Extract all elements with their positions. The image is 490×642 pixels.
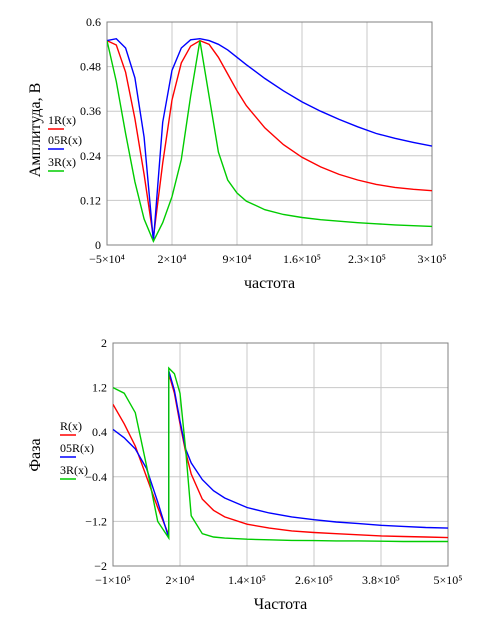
y-tick-label: −1.2 (85, 514, 107, 528)
y-tick-label: 0.12 (80, 193, 101, 207)
chart-2: −2 −1.2 −0.4 0.4 1.2 2 −1×10⁵ 2×10⁴ 1.4×10⁵ 2.6×1… (27, 336, 462, 613)
legend-label: 1R(x) (48, 113, 76, 127)
x-tick-label: 3×10⁵ (418, 252, 447, 266)
x-tick-label: 2×10⁴ (158, 252, 187, 266)
legend-label: R(x) (60, 419, 82, 433)
y-tick-label: 0.48 (80, 60, 101, 74)
x-tick-label: 2×10⁴ (166, 573, 195, 587)
x-axis-label: частота (244, 275, 295, 292)
y-tick-label: −0.4 (85, 470, 107, 484)
legend-label: 3R(x) (60, 463, 88, 477)
x-axis-label: Частота (254, 596, 307, 613)
y-tick-label: 0.24 (80, 149, 101, 163)
x-tick-label: 1.6×10⁵ (283, 252, 321, 266)
x-tick-label: 9×10⁴ (223, 252, 252, 266)
legend-label: 05R(x) (60, 441, 94, 455)
y-tick-label: 0.6 (86, 15, 101, 29)
plot-frame (106, 21, 433, 246)
y-axis-label: Фаза (27, 438, 44, 471)
x-tick-label: 2.3×10⁵ (348, 252, 386, 266)
legend-label: 05R(x) (48, 133, 82, 147)
series-line (107, 40, 432, 243)
legend-label: 3R(x) (48, 155, 76, 169)
x-tick-label: −1×10⁵ (95, 573, 131, 587)
series-line (107, 39, 432, 238)
x-tick-label: 2.6×10⁵ (295, 573, 333, 587)
y-tick-label: 0.36 (80, 104, 101, 118)
series-line (107, 37, 432, 242)
series-line (113, 373, 448, 539)
y-axis-label: Амплитуда, В (27, 83, 44, 177)
y-tick-label: −2 (94, 559, 107, 573)
x-tick-label: 5×10⁵ (434, 573, 463, 587)
plot-frame (112, 342, 449, 567)
x-tick-label: 1.4×10⁵ (228, 573, 266, 587)
series-line (113, 370, 448, 539)
x-tick-label: 3.8×10⁵ (362, 573, 400, 587)
x-tick-label: −5×10⁴ (89, 252, 125, 266)
y-tick-label: 0.4 (92, 425, 107, 439)
y-tick-label: 0 (95, 238, 101, 252)
series-line (113, 366, 448, 543)
y-tick-label: 2 (101, 336, 107, 350)
chart-1: 0 0.12 0.24 0.36 0.48 0.6 −5×10⁴ 2×10⁴ 9×10⁴ 1.6×… (27, 15, 446, 292)
y-tick-label: 1.2 (92, 381, 107, 395)
